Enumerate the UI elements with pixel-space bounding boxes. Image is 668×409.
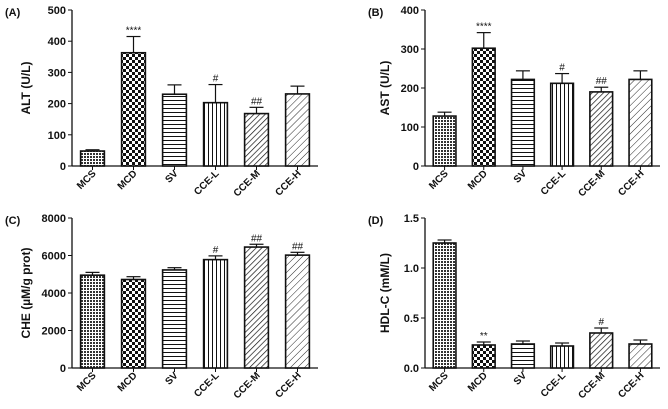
y-tick-label: 100 [401,122,419,134]
x-tick-label: CCE-M [576,168,607,199]
significance-mark: ## [251,96,263,107]
bar-mcs [432,242,457,369]
x-tick-label: MCD [466,168,490,192]
x-tick-label: CCE-L [192,370,221,399]
y-tick-label: 400 [401,5,419,17]
bar-cce-h [628,78,653,167]
y-tick-label: 0 [60,363,66,375]
bar-cce-h [284,93,311,167]
bar-cce-l [202,101,229,167]
x-tick-label: CCE-M [232,168,263,199]
bar-cce-m [243,246,270,369]
significance-mark: ## [251,233,263,244]
y-tick-label: 400 [48,36,66,48]
x-tick-label: MCS [427,168,451,192]
panel-label: (D) [368,215,384,227]
bar-cce-m [589,332,614,369]
y-tick-label: 500 [48,5,66,17]
x-tick-label: MCS [75,370,99,394]
significance-mark: # [213,245,219,256]
panel-d: (D) HDL-C (mM/L) 0.0 0.5 1.0 1.5 MCS ** MCD SV CCE… [368,213,660,401]
bar-mcs [79,274,106,369]
bar-sv [161,93,188,167]
x-tick-label: CCE-H [616,370,646,400]
bar-mcd [471,47,496,167]
y-tick-label: 8000 [42,213,66,225]
y-tick-label: 6000 [42,251,66,263]
y-tick-label: 0.0 [404,363,419,375]
panel-a: (A) ALT (U/L) 0 100 200 300 400 500 MCS **** MCD SV… [5,5,318,199]
bar-mcd [120,278,147,369]
significance-mark: ## [596,76,608,87]
y-tick-label: 200 [48,99,66,111]
y-axis-label: ALT (U/L) [19,61,33,114]
y-tick-label: 1.5 [404,213,419,225]
x-tick-label: SV [512,168,529,185]
x-tick-label: SV [163,168,180,185]
bar-cce-h [628,343,653,369]
x-tick-label: CCE-L [192,168,221,197]
x-tick-label: MCS [427,370,451,394]
bar-sv [510,343,536,369]
x-tick-label: CCE-M [576,370,607,401]
bar-cce-m [589,91,614,167]
y-axis-label: AST (U/L) [378,61,392,116]
x-tick-label: CCE-H [273,168,303,198]
bar-mcs [432,115,457,167]
x-tick-label: MCD [116,370,140,394]
panel-c: (C) CHE (µM/g prot) 0 2000 4000 6000 8000 MCS MC… [5,213,318,401]
bar-cce-l [549,82,575,167]
x-tick-label: MCD [116,168,140,192]
panel-b: (B) AST (U/L) 0 100 200 300 400 MCS **** MCD SV # CC… [368,5,660,199]
bar-cce-h [284,254,311,369]
significance-mark: **** [476,22,492,33]
y-axis-label: HDL-C (mM/L) [378,253,392,333]
x-tick-label: MCS [75,168,99,192]
y-tick-label: 0 [413,161,419,173]
bar-cce-l [549,345,575,369]
y-tick-label: 200 [401,83,419,95]
significance-mark: # [598,317,604,328]
panel-label: (B) [368,7,384,19]
bar-mcd [120,51,147,167]
significance-mark: ## [292,241,304,252]
x-tick-label: CCE-H [273,370,303,400]
significance-mark: # [559,63,565,74]
y-tick-label: 300 [48,67,66,79]
x-tick-label: MCD [466,370,490,394]
panel-label: (C) [5,215,21,227]
y-axis-label: CHE (µM/g prot) [19,248,33,339]
y-tick-label: 4000 [42,288,66,300]
x-tick-label: CCE-H [616,168,646,198]
y-tick-label: 0.5 [404,313,419,325]
y-tick-label: 2000 [42,326,66,338]
bar-cce-l [202,258,229,369]
significance-mark: **** [126,26,142,37]
y-tick-label: 0 [60,161,66,173]
panel-label: (A) [5,7,21,19]
significance-mark: # [213,74,219,85]
x-tick-label: CCE-L [539,370,568,399]
bar-sv [161,269,188,369]
bar-mcd [471,344,496,369]
x-tick-label: CCE-M [232,370,263,401]
bar-mcs [79,150,106,167]
bar-cce-m [243,112,270,167]
x-tick-label: SV [163,370,180,387]
x-tick-label: SV [512,370,529,387]
y-tick-label: 1.0 [404,263,419,275]
y-tick-label: 100 [48,130,66,142]
y-tick-label: 300 [401,44,419,56]
bar-sv [510,78,536,167]
x-tick-label: CCE-L [539,168,568,197]
significance-mark: ** [480,331,488,342]
